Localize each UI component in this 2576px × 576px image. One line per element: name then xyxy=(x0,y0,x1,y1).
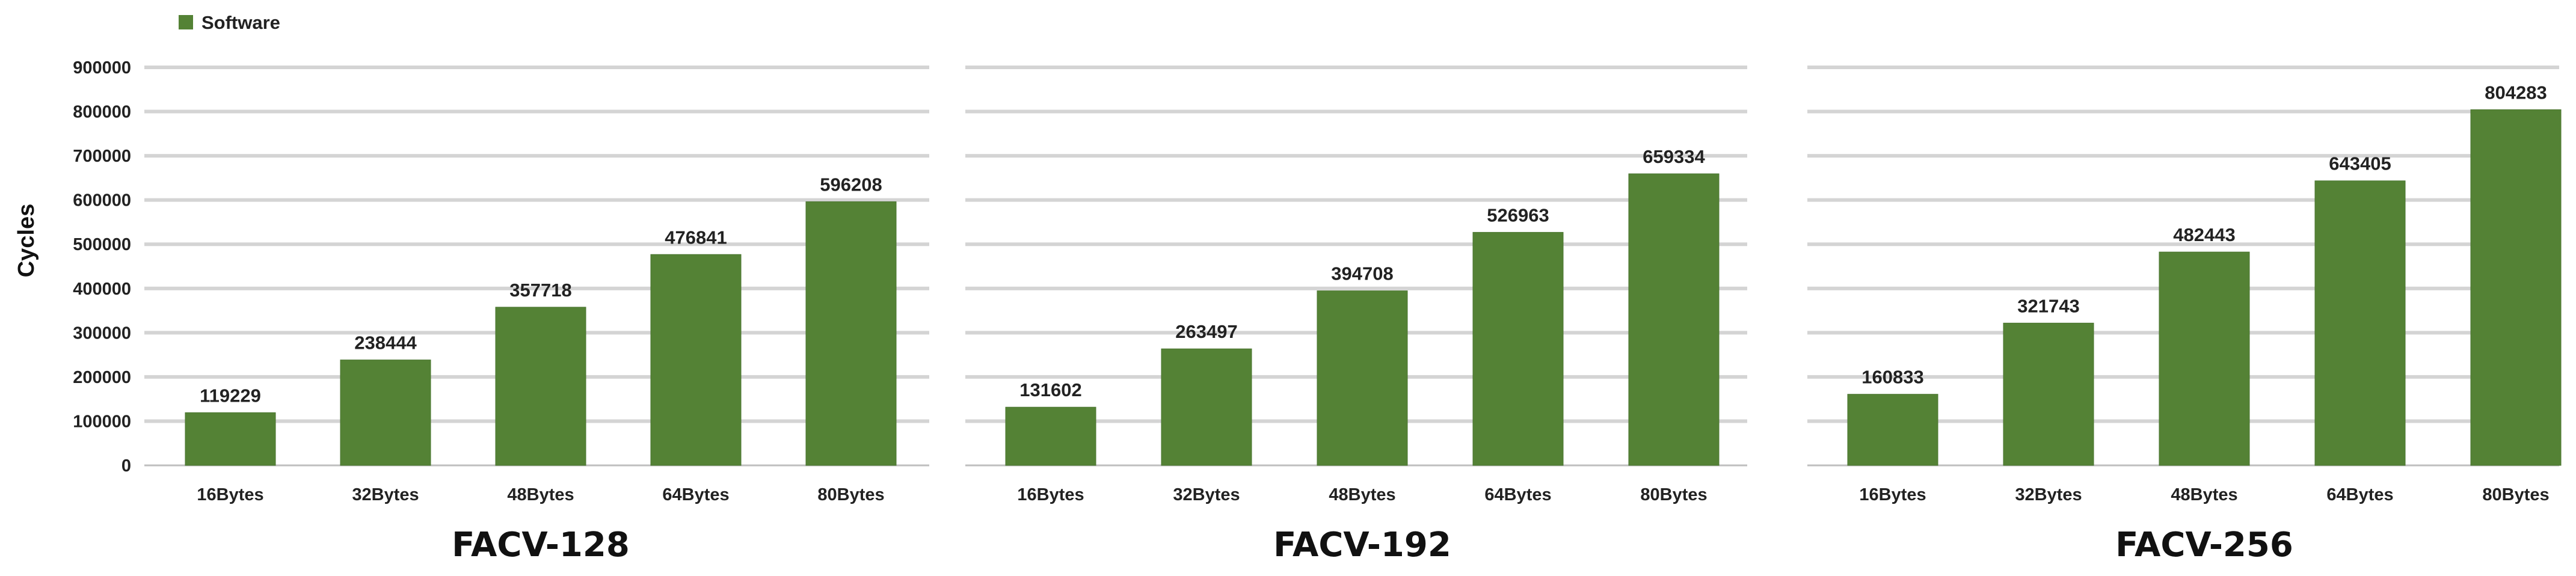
y-tick-label: 900000 xyxy=(73,58,131,78)
group-labels: FACV-128 FACV-192 FACV-256 xyxy=(452,525,2293,565)
bar-value-label: 160833 xyxy=(1861,367,1923,388)
x-category-label: 48Bytes xyxy=(2171,485,2237,504)
x-category-label: 16Bytes xyxy=(1017,485,1084,504)
x-category-label: 64Bytes xyxy=(662,485,729,504)
legend-swatch xyxy=(179,15,193,29)
bar-value-label: 804283 xyxy=(2485,82,2547,103)
category-labels: 16Bytes 32Bytes 48Bytes 64Bytes 80Bytes 16Byt… xyxy=(197,485,2549,504)
data-labels: 119229 238444 357718 476841 596208 131602 2634… xyxy=(200,82,2547,406)
y-tick-label: 600000 xyxy=(73,191,131,210)
y-tick-label: 300000 xyxy=(73,323,131,343)
x-category-label: 80Bytes xyxy=(817,485,884,504)
y-tick-label: 400000 xyxy=(73,280,131,299)
y-tick-label: 0 xyxy=(121,456,131,476)
bar xyxy=(2003,322,2094,466)
y-tick-label: 100000 xyxy=(73,412,131,431)
bar-value-label: 659334 xyxy=(1643,146,1705,167)
y-axis: 0 100000 200000 300000 400000 500000 600000 700… xyxy=(73,58,131,476)
x-category-label: 32Bytes xyxy=(2015,485,2082,504)
x-category-label: 32Bytes xyxy=(1173,485,1240,504)
bar-value-label: 394708 xyxy=(1331,263,1393,284)
y-tick-label: 500000 xyxy=(73,235,131,254)
y-tick-label: 800000 xyxy=(73,103,131,122)
bar xyxy=(1628,173,1720,466)
bar-value-label: 476841 xyxy=(665,227,727,248)
bar xyxy=(185,412,276,466)
legend-label: Software xyxy=(201,12,280,33)
group-label: FACV-192 xyxy=(1273,525,1451,565)
bar xyxy=(340,360,431,466)
bar-value-label: 238444 xyxy=(354,332,417,354)
bar-value-label: 596208 xyxy=(820,174,882,195)
y-axis-title: Cycles xyxy=(14,204,39,278)
bar xyxy=(1317,290,1408,466)
bar-value-label: 321743 xyxy=(2017,295,2079,316)
x-category-label: 64Bytes xyxy=(2326,485,2393,504)
bar xyxy=(2314,180,2406,466)
x-category-label: 32Bytes xyxy=(352,485,419,504)
bar xyxy=(650,254,742,466)
x-category-label: 16Bytes xyxy=(197,485,263,504)
bar-value-label: 263497 xyxy=(1175,321,1237,342)
x-category-label: 48Bytes xyxy=(507,485,574,504)
x-category-label: 80Bytes xyxy=(1640,485,1707,504)
x-category-label: 80Bytes xyxy=(2482,485,2549,504)
bar xyxy=(495,307,586,466)
group-label: FACV-256 xyxy=(2115,525,2293,565)
bar-value-label: 131602 xyxy=(1019,379,1081,400)
bar-value-label: 526963 xyxy=(1487,204,1549,225)
bar-value-label: 119229 xyxy=(200,385,261,406)
x-category-label: 48Bytes xyxy=(1329,485,1395,504)
bar-value-label: 482443 xyxy=(2173,224,2235,245)
bar-value-label: 357718 xyxy=(509,280,571,301)
bar xyxy=(2159,251,2250,466)
bar xyxy=(1005,406,1096,466)
y-tick-label: 700000 xyxy=(73,147,131,166)
group-label: FACV-128 xyxy=(452,525,630,565)
x-category-label: 64Bytes xyxy=(1484,485,1551,504)
bar xyxy=(1161,348,1252,466)
x-category-label: 16Bytes xyxy=(1859,485,1926,504)
legend: Software xyxy=(179,12,280,33)
bars xyxy=(185,109,2562,466)
y-tick-label: 200000 xyxy=(73,368,131,387)
bar xyxy=(1847,394,1938,466)
bar xyxy=(2470,109,2562,466)
bar xyxy=(1472,231,1564,466)
bar-value-label: 643405 xyxy=(2329,153,2391,174)
bar xyxy=(805,201,897,466)
